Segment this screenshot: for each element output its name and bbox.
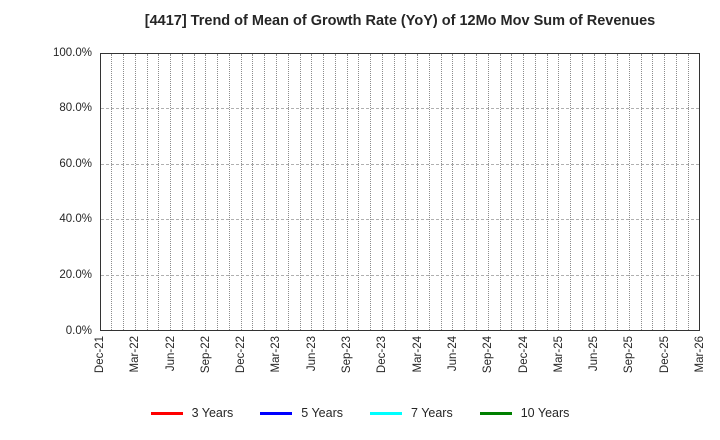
x-gridline-major: [558, 54, 560, 330]
x-gridline-major: [346, 54, 348, 330]
x-gridline-minor: [370, 54, 372, 330]
legend-item: 10 Years: [479, 406, 570, 420]
x-tick-label: Dec-23: [376, 336, 389, 374]
x-gridline-minor: [287, 54, 289, 330]
x-gridline-minor: [123, 54, 125, 330]
x-gridline-major: [664, 54, 666, 330]
x-tick-label: Dec-21: [94, 336, 106, 374]
x-gridline-minor: [428, 54, 430, 330]
y-tick-label: 0.0%: [65, 324, 92, 337]
x-gridline-major: [240, 54, 242, 330]
x-gridline-major: [628, 54, 630, 330]
x-gridline-minor: [605, 54, 607, 330]
x-gridline-major: [311, 54, 313, 330]
plot-area: [100, 53, 700, 331]
x-tick-label: Mar-24: [411, 336, 424, 373]
y-gridline: [101, 163, 699, 165]
x-gridline-minor: [570, 54, 572, 330]
y-gridline: [101, 108, 699, 110]
y-gridline: [101, 274, 699, 276]
x-gridline-major: [417, 54, 419, 330]
x-gridline-minor: [534, 54, 536, 330]
y-gridline: [101, 219, 699, 221]
x-gridline-minor: [675, 54, 677, 330]
x-gridline-minor: [264, 54, 266, 330]
x-gridline-minor: [475, 54, 477, 330]
x-tick-label: Jun-24: [446, 336, 459, 372]
legend-item: 5 Years: [260, 406, 343, 420]
y-tick-label: 60.0%: [59, 157, 92, 170]
x-gridline-major: [170, 54, 172, 330]
x-gridline-minor: [511, 54, 513, 330]
legend-line-swatch: [479, 411, 512, 415]
gridline-layer: [101, 54, 699, 330]
x-tick-label: Mar-26: [694, 336, 706, 373]
x-gridline-minor: [228, 54, 230, 330]
legend-line-swatch: [370, 411, 403, 415]
legend-line-swatch: [260, 411, 293, 415]
legend-label: 5 Years: [301, 406, 344, 420]
x-gridline-minor: [181, 54, 183, 330]
x-gridline-minor: [617, 54, 619, 330]
x-gridline-minor: [146, 54, 148, 330]
x-gridline-minor: [158, 54, 160, 330]
x-gridline-minor: [581, 54, 583, 330]
x-gridline-major: [381, 54, 383, 330]
x-gridline-major: [275, 54, 277, 330]
x-gridline-minor: [652, 54, 654, 330]
chart-legend: 3 Years 5 Years 7 Years 10 Years: [0, 406, 720, 420]
y-tick-label: 80.0%: [59, 102, 92, 115]
x-tick-label: Jun-25: [588, 336, 601, 372]
x-tick-label: Dec-24: [517, 336, 530, 374]
legend-item: 3 Years: [150, 406, 234, 420]
x-gridline-major: [523, 54, 525, 330]
x-tick-label: Jun-23: [305, 336, 318, 372]
y-tick-label: 40.0%: [59, 213, 92, 226]
legend-label: 3 Years: [191, 406, 234, 420]
x-tick-label: Sep-24: [482, 336, 495, 374]
x-tick-label: Sep-25: [623, 336, 636, 374]
x-gridline-minor: [252, 54, 254, 330]
x-tick-label: Mar-25: [552, 336, 565, 373]
x-gridline-minor: [640, 54, 642, 330]
chart-title: [4417] Trend of Mean of Growth Rate (YoY…: [144, 13, 656, 29]
x-gridline-major: [452, 54, 454, 330]
x-tick-label: Sep-22: [199, 336, 212, 374]
legend-item: 7 Years: [370, 406, 453, 420]
x-tick-label: Sep-23: [341, 336, 354, 374]
x-tick-label: Dec-25: [658, 336, 671, 374]
y-tick-label: 100.0%: [52, 46, 92, 59]
x-gridline-minor: [217, 54, 219, 330]
x-gridline-major: [593, 54, 595, 330]
x-tick-label: Jun-22: [164, 336, 177, 372]
x-gridline-minor: [393, 54, 395, 330]
x-gridline-minor: [405, 54, 407, 330]
x-gridline-major: [134, 54, 136, 330]
x-tick-label: Mar-23: [270, 336, 283, 373]
x-gridline-minor: [111, 54, 113, 330]
y-tick-label: 20.0%: [59, 268, 92, 281]
legend-line-swatch: [150, 411, 183, 415]
x-gridline-major: [487, 54, 489, 330]
legend-label: 10 Years: [520, 406, 570, 420]
x-tick-label: Dec-22: [235, 336, 248, 374]
x-gridline-minor: [334, 54, 336, 330]
x-gridline-minor: [299, 54, 301, 330]
x-gridline-minor: [440, 54, 442, 330]
x-gridline-major: [205, 54, 207, 330]
x-gridline-minor: [546, 54, 548, 330]
x-gridline-minor: [499, 54, 501, 330]
x-gridline-minor: [358, 54, 360, 330]
x-gridline-minor: [193, 54, 195, 330]
x-gridline-minor: [687, 54, 689, 330]
x-gridline-minor: [464, 54, 466, 330]
x-tick-label: Mar-22: [129, 336, 142, 373]
legend-label: 7 Years: [411, 406, 453, 420]
x-gridline-minor: [323, 54, 325, 330]
